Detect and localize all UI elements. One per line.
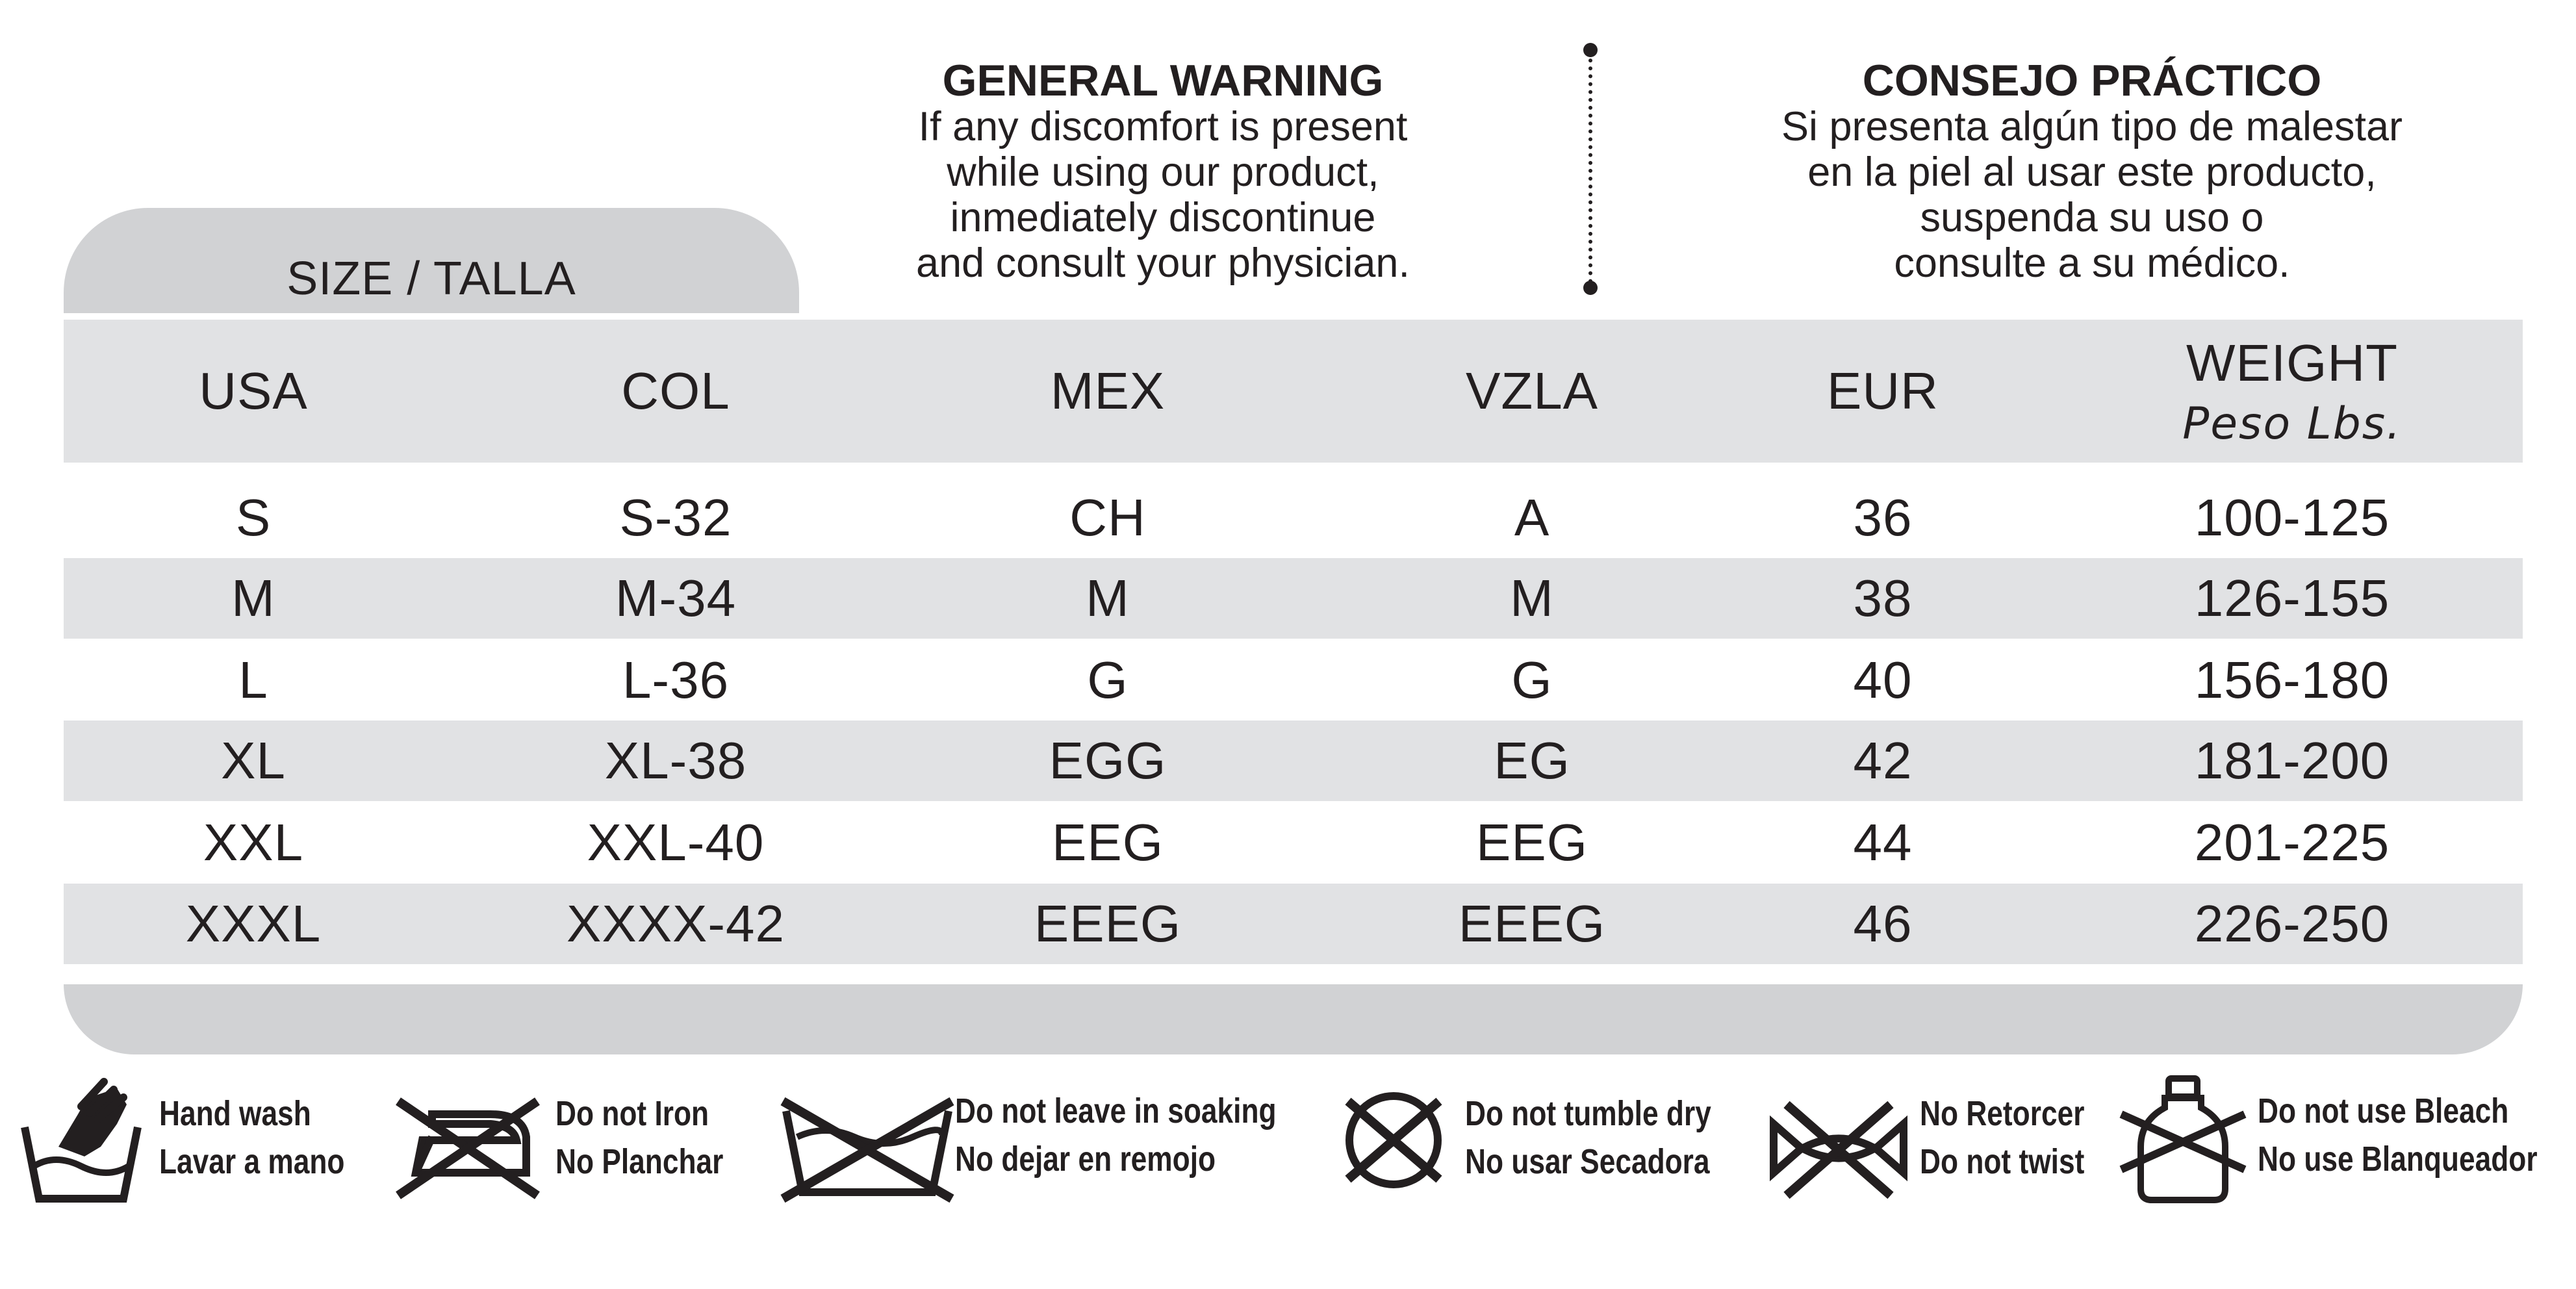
header-weight-sub: Peso Lbs. xyxy=(2182,398,2402,450)
size-table-header: USA COL MEX VZLA EUR WEIGHT Peso Lbs. xyxy=(64,320,2523,463)
cell-vzla: EEEG xyxy=(1458,895,1606,952)
table-row: XXXL XXXX-42 EEEG EEEG 46 226-250 xyxy=(64,884,2523,964)
no-iron-icon xyxy=(396,1097,540,1199)
consejo-practico: CONSEJO PRÁCTICO Si presenta algún tipo … xyxy=(1702,57,2482,286)
cell-weight: 226-250 xyxy=(2194,895,2390,952)
header-weight-label: WEIGHT xyxy=(2186,333,2398,392)
cell-usa: S xyxy=(235,489,272,546)
no-bleach-icon xyxy=(2119,1075,2247,1203)
cell-col: L-36 xyxy=(622,651,730,709)
cell-mex: G xyxy=(1087,651,1129,709)
warning-line: and consult your physician. xyxy=(916,240,1410,286)
cell-mex: EEEG xyxy=(1034,895,1182,952)
cell-eur: 38 xyxy=(1853,569,1913,627)
care-no-wring: No Retorcer Do not twist xyxy=(1764,1075,2108,1205)
care-label-en: Do not tumble dry xyxy=(1465,1094,1711,1133)
hand-wash-icon xyxy=(21,1078,142,1203)
cell-mex: EGG xyxy=(1049,732,1167,789)
cell-vzla: M xyxy=(1510,569,1554,627)
care-label-en: Hand wash xyxy=(159,1094,311,1133)
care-label-es: No use Blanqueador xyxy=(2258,1140,2538,1179)
cell-col: XXXX-42 xyxy=(566,895,785,952)
table-row: XL XL-38 EGG EG 42 181-200 xyxy=(64,721,2523,801)
care-hand-wash: Hand wash Lavar a mano xyxy=(19,1075,383,1205)
care-label-es: Do not twist xyxy=(1920,1142,2085,1181)
care-label-en: No Retorcer xyxy=(1920,1094,2085,1133)
cell-mex: EEG xyxy=(1052,813,1164,871)
warning-line: inmediately discontinue xyxy=(950,195,1376,240)
consejo-line: consulte a su médico. xyxy=(1894,240,2290,286)
cell-vzla: G xyxy=(1511,651,1553,709)
size-tab: SIZE / TALLA xyxy=(64,208,799,313)
cell-usa: L xyxy=(238,651,268,709)
cell-weight: 126-155 xyxy=(2194,569,2390,627)
no-soak-icon xyxy=(780,1097,954,1203)
consejo-line: en la piel al usar este producto, xyxy=(1807,149,2377,195)
header-mex: MEX xyxy=(1050,362,1166,420)
care-label-es: Lavar a mano xyxy=(159,1142,345,1181)
cell-weight: 100-125 xyxy=(2194,489,2390,546)
header-vzla: VZLA xyxy=(1465,362,1599,420)
cell-usa: XXL xyxy=(203,813,304,871)
care-label-es: No Planchar xyxy=(555,1142,724,1181)
no-tumble-dry-icon xyxy=(1345,1092,1442,1188)
header-eur: EUR xyxy=(1827,362,1939,420)
cell-eur: 46 xyxy=(1853,895,1913,952)
cell-mex: CH xyxy=(1069,489,1146,546)
cell-col: XL-38 xyxy=(604,732,747,789)
care-no-bleach: Do not use Bleach No use Blanqueador xyxy=(2118,1075,2573,1205)
table-footer-bar xyxy=(64,984,2523,1054)
cell-eur: 42 xyxy=(1853,732,1913,789)
cell-usa: XL xyxy=(221,732,286,789)
cell-col: XXL-40 xyxy=(587,813,765,871)
size-tab-label: SIZE / TALLA xyxy=(287,253,576,305)
no-wring-icon xyxy=(1770,1101,1907,1199)
warning-line: while using our product, xyxy=(947,149,1379,195)
cell-col: M-34 xyxy=(615,569,737,627)
cell-vzla: EG xyxy=(1494,732,1570,789)
divider-dot xyxy=(1583,281,1598,295)
consejo-line: suspenda su uso o xyxy=(1920,195,2264,240)
cell-col: S-32 xyxy=(619,489,732,546)
care-label-en: Do not use Bleach xyxy=(2258,1091,2509,1130)
care-label-en: Do not Iron xyxy=(555,1094,709,1133)
cell-usa: M xyxy=(231,569,275,627)
care-label-en: Do not leave in soaking xyxy=(955,1091,1277,1130)
care-no-tumble-dry: Do not tumble dry No usar Secadora xyxy=(1332,1075,1787,1205)
cell-eur: 36 xyxy=(1853,489,1913,546)
header-col: COL xyxy=(621,362,730,420)
table-row: S S-32 CH A 36 100-125 xyxy=(64,478,2523,558)
warning-title: GENERAL WARNING xyxy=(942,56,1384,105)
header-usa: USA xyxy=(199,362,308,420)
header-weight: WEIGHT Peso Lbs. xyxy=(2182,320,2402,463)
table-row: XXL XXL-40 EEG EEG 44 201-225 xyxy=(64,802,2523,883)
cell-weight: 201-225 xyxy=(2194,813,2390,871)
care-label-es: No dejar en remojo xyxy=(955,1140,1216,1179)
care-no-iron: Do not Iron No Planchar xyxy=(393,1075,757,1205)
cell-weight: 156-180 xyxy=(2194,651,2390,709)
warning-line: If any discomfort is present xyxy=(918,104,1408,149)
cell-mex: M xyxy=(1086,569,1130,627)
table-row: M M-34 M M 38 126-155 xyxy=(64,558,2523,639)
care-label-es: No usar Secadora xyxy=(1465,1142,1710,1181)
general-warning: GENERAL WARNING If any discomfort is pre… xyxy=(871,57,1455,286)
dotted-divider xyxy=(1588,51,1592,291)
divider-dot xyxy=(1583,43,1598,57)
consejo-title: CONSEJO PRÁCTICO xyxy=(1862,56,2322,105)
care-no-soak: Do not leave in soaking No dejar en remo… xyxy=(776,1075,1296,1205)
cell-eur: 44 xyxy=(1853,813,1913,871)
consejo-line: Si presenta algún tipo de malestar xyxy=(1781,104,2403,149)
cell-eur: 40 xyxy=(1853,651,1913,709)
cell-usa: XXXL xyxy=(185,895,322,952)
cell-weight: 181-200 xyxy=(2194,732,2390,789)
cell-vzla: EEG xyxy=(1476,813,1588,871)
cell-vzla: A xyxy=(1514,489,1550,546)
table-row: L L-36 G G 40 156-180 xyxy=(64,640,2523,721)
